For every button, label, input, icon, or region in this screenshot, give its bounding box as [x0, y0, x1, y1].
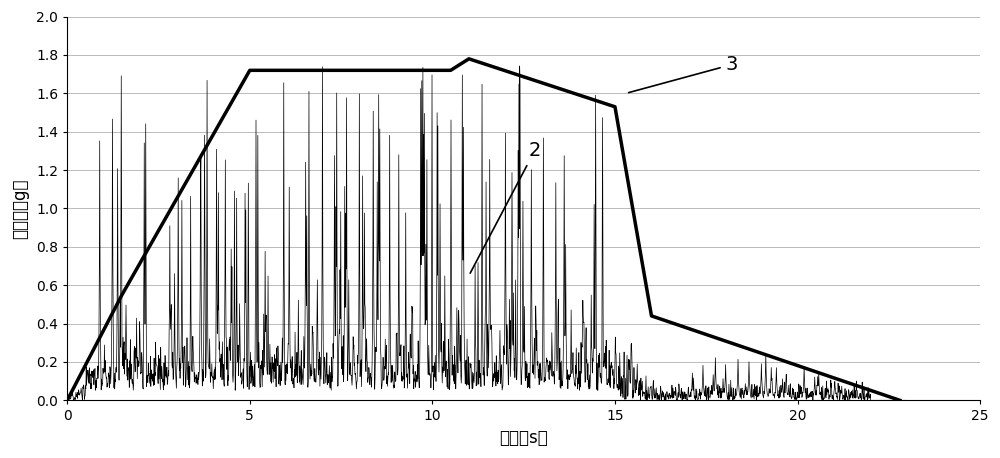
Text: 3: 3: [629, 55, 738, 93]
Y-axis label: 加速度（g）: 加速度（g）: [11, 178, 29, 239]
Text: 2: 2: [470, 142, 541, 273]
X-axis label: 时间（s）: 时间（s）: [499, 429, 548, 447]
